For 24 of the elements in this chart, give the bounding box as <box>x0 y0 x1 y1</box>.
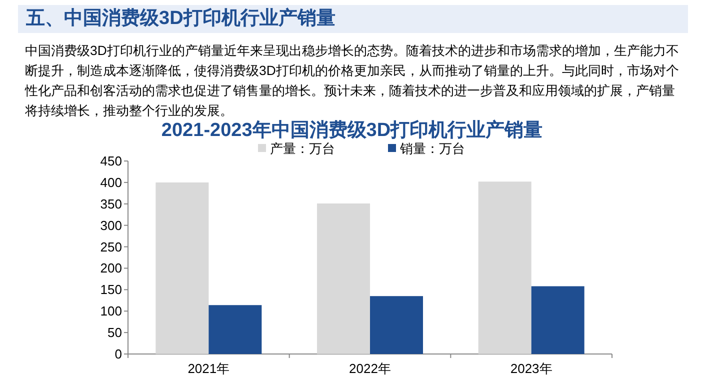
y-tick-label: 300 <box>100 218 122 233</box>
x-tick-label: 2023年 <box>510 361 552 376</box>
y-tick-label: 200 <box>100 260 122 276</box>
y-tick-label: 350 <box>100 196 122 212</box>
legend-label: 销量：万台 <box>399 141 465 156</box>
bar <box>531 286 584 354</box>
chart-title: 2021-2023年中国消费级3D打印机行业产销量 <box>161 119 543 141</box>
legend-label: 产量：万台 <box>270 141 335 156</box>
y-tick-label: 250 <box>100 239 122 254</box>
bar <box>208 305 262 354</box>
x-tick-label: 2021年 <box>188 361 230 376</box>
y-tick-label: 0 <box>114 346 122 362</box>
text: 五、中国消费级3D打印机行业产销量 <box>18 5 688 33</box>
x-tick-label: 2022年 <box>349 361 391 376</box>
bar <box>317 203 370 354</box>
y-tick-label: 100 <box>100 304 122 319</box>
bar <box>370 296 423 354</box>
y-tick-label: 450 <box>100 154 122 168</box>
y-tick-label: 400 <box>100 174 122 190</box>
bar <box>156 182 209 354</box>
bar <box>478 182 532 354</box>
y-tick-label: 50 <box>108 325 122 340</box>
y-tick-label: 150 <box>100 282 122 298</box>
chart-subtitle: 中国消费级3D打印机行业的产销量近年来呈现出稳步增长的态势。随着技术的进步和市场需求的增加，生产能力不断提升，制造成本逐渐降低，使得消费级3D打印机的价格更加亲民，从而推动了销量的上升。与此同时，市场对个性化产品和创客活动的需求也促进了销售量的增长。预计未来，随着技术的进一步普及和应用领域的扩展，产销量将持续增长，推动整个行业的发展。 <box>25 42 680 120</box>
